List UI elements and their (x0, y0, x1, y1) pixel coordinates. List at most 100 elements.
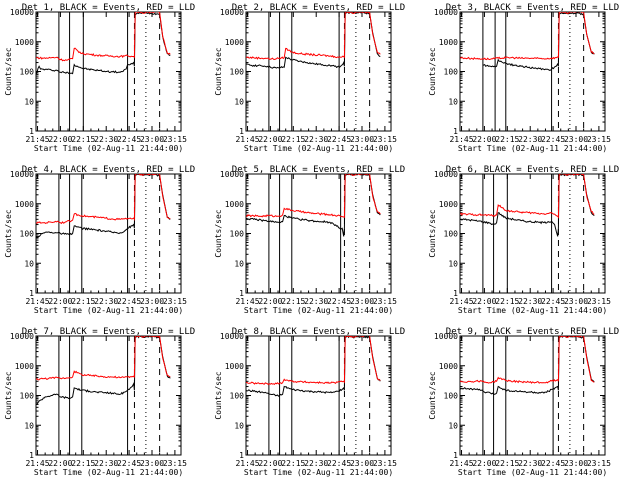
x-tick-label: 22:00 (258, 297, 282, 306)
series-line-lld (36, 336, 171, 381)
y-tick-label: 100 (20, 392, 35, 401)
y-tick-label: 10000 (220, 170, 244, 179)
y-tick-label: 1000 (439, 362, 458, 371)
x-tick-label: 22:30 (304, 135, 328, 144)
x-tick-label: 23:00 (140, 135, 164, 144)
x-tick-label: 23:15 (373, 459, 397, 468)
y-tick-label: 1000 (15, 38, 34, 47)
x-tick-label: 23:00 (564, 135, 588, 144)
y-tick-label: 10000 (434, 332, 458, 341)
y-tick-label: 1000 (15, 200, 34, 209)
y-tick-label: 10 (448, 97, 458, 106)
y-tick-label: 1 (239, 289, 244, 298)
x-tick-label: 21:45 (449, 459, 473, 468)
y-tick-label: 1 (239, 127, 244, 136)
x-axis-label: Start Time (02-Aug-11 21:44:00) (458, 468, 607, 477)
x-tick-label: 22:15 (281, 297, 305, 306)
x-tick-label: 23:00 (140, 459, 164, 468)
series-line-lld (246, 174, 381, 219)
x-tick-label: 22:15 (281, 135, 305, 144)
x-axis-label: Start Time (02-Aug-11 21:44:00) (458, 144, 607, 153)
y-tick-label: 100 (20, 68, 35, 77)
y-tick-label: 1000 (225, 362, 244, 371)
detector-panel-2: Det 2, BLACK = Events, RED = LLD 1 10 100 10… (214, 3, 405, 153)
y-tick-label: 1 (29, 289, 34, 298)
panel-title: Det 2, BLACK = Events, RED = LLD (232, 3, 405, 13)
x-tick-label: 22:15 (495, 459, 519, 468)
y-tick-label: 10 (234, 421, 244, 430)
y-tick-label: 100 (230, 68, 245, 77)
y-tick-label: 10000 (220, 8, 244, 17)
x-tick-label: 23:15 (163, 297, 187, 306)
y-axis-label: Counts/sec (214, 371, 223, 419)
detector-panel-1: Det 1, BLACK = Events, RED = LLD 1 10 100 10… (4, 3, 195, 153)
series-line-lld (246, 12, 381, 61)
x-tick-label: 22:30 (304, 459, 328, 468)
panel-title: Det 7, BLACK = Events, RED = LLD (22, 327, 195, 337)
y-axis-label: Counts/sec (214, 47, 223, 95)
y-tick-label: 1 (29, 127, 34, 136)
series-line-events (482, 12, 595, 71)
series-line-events (246, 336, 381, 397)
detector-panel-6: Det 6, BLACK = Events, RED = LLD 1 10 100 10… (428, 165, 619, 315)
y-tick-label: 10000 (10, 8, 34, 17)
x-tick-label: 21:45 (235, 459, 259, 468)
x-tick-label: 23:15 (163, 459, 187, 468)
detector-panel-9: Det 9, BLACK = Events, RED = LLD 1 10 100 10… (428, 327, 619, 477)
y-tick-label: 10 (234, 259, 244, 268)
x-tick-label: 22:45 (541, 135, 565, 144)
series-line-lld (36, 12, 171, 62)
detector-panel-3: Det 3, BLACK = Events, RED = LLD 1 10 100 10… (428, 3, 619, 153)
x-axis-label: Start Time (02-Aug-11 21:44:00) (458, 306, 607, 315)
y-axis-label: Counts/sec (4, 47, 13, 95)
x-axis-label: Start Time (02-Aug-11 21:44:00) (244, 144, 393, 153)
x-tick-label: 22:15 (71, 135, 95, 144)
x-tick-label: 22:00 (472, 459, 496, 468)
x-tick-label: 23:00 (564, 297, 588, 306)
series-line-events (246, 12, 381, 69)
series-line-events (36, 12, 171, 75)
y-tick-label: 10 (234, 97, 244, 106)
y-tick-label: 10 (448, 421, 458, 430)
y-axis-label: Counts/sec (4, 209, 13, 257)
series-line-lld (36, 174, 171, 225)
x-tick-label: 21:45 (235, 135, 259, 144)
series-line-lld (460, 336, 595, 384)
x-axis-label: Start Time (02-Aug-11 21:44:00) (34, 144, 183, 153)
y-tick-label: 1000 (439, 200, 458, 209)
y-tick-label: 1000 (225, 200, 244, 209)
x-tick-label: 23:15 (373, 135, 397, 144)
panel-title: Det 4, BLACK = Events, RED = LLD (22, 165, 195, 175)
panel-title: Det 5, BLACK = Events, RED = LLD (232, 165, 405, 175)
x-tick-label: 23:15 (373, 297, 397, 306)
x-tick-label: 22:45 (117, 459, 141, 468)
y-tick-label: 10000 (10, 170, 34, 179)
x-tick-label: 23:00 (350, 297, 374, 306)
x-tick-label: 22:15 (71, 297, 95, 306)
y-tick-label: 1 (29, 451, 34, 460)
x-tick-label: 23:00 (140, 297, 164, 306)
x-tick-label: 22:30 (94, 297, 118, 306)
y-tick-label: 1 (453, 127, 458, 136)
series-line-events (36, 174, 171, 239)
panel-title: Det 9, BLACK = Events, RED = LLD (446, 327, 619, 337)
y-tick-label: 100 (444, 68, 459, 77)
y-axis-label: Counts/sec (428, 47, 437, 95)
x-tick-label: 23:15 (587, 135, 611, 144)
x-tick-label: 21:45 (25, 135, 49, 144)
x-tick-label: 22:00 (472, 135, 496, 144)
x-tick-label: 22:15 (71, 459, 95, 468)
x-tick-label: 21:45 (25, 297, 49, 306)
x-tick-label: 23:15 (587, 459, 611, 468)
x-tick-label: 22:45 (117, 135, 141, 144)
y-tick-label: 1 (453, 289, 458, 298)
x-tick-label: 22:00 (472, 297, 496, 306)
x-axis-label: Start Time (02-Aug-11 21:44:00) (244, 306, 393, 315)
panel-title: Det 1, BLACK = Events, RED = LLD (22, 3, 195, 13)
y-tick-label: 1000 (225, 38, 244, 47)
x-tick-label: 22:45 (541, 297, 565, 306)
x-tick-label: 22:30 (304, 297, 328, 306)
y-tick-label: 1000 (439, 38, 458, 47)
x-tick-label: 22:00 (48, 459, 72, 468)
